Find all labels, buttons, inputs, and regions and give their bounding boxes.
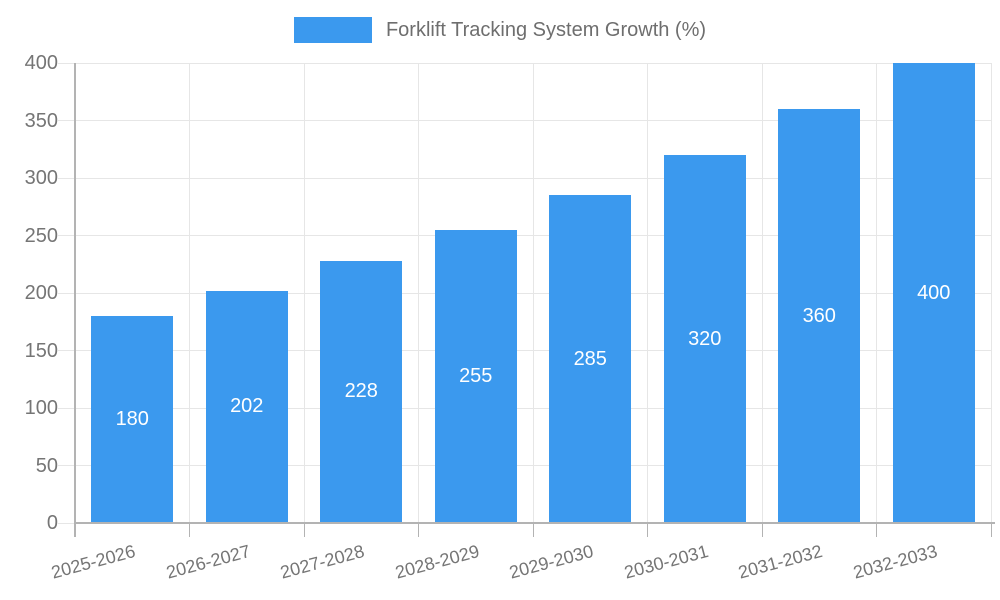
y-axis-label-350: 350 (24, 109, 58, 132)
v-gridline-5 (647, 63, 648, 523)
h-gridline-400 (58, 62, 991, 64)
x-axis-label-2032-2033: 2032-2033 (850, 540, 940, 583)
bar-value-label: 228 (344, 380, 378, 403)
bar-value-label: 285 (573, 347, 607, 370)
x-axis-line (74, 522, 995, 524)
x-axis-label-2028-2029: 2028-2029 (392, 540, 482, 583)
bar-value-label: 320 (688, 327, 722, 350)
bar-2025-2026[interactable]: 180 (91, 316, 174, 523)
v-gridline-3 (418, 63, 419, 523)
y-axis-label-250: 250 (24, 224, 58, 247)
h-gridline-150 (58, 350, 991, 351)
y-axis-label-300: 300 (24, 167, 58, 189)
v-gridline-1 (189, 63, 190, 523)
h-gridline-250 (58, 235, 991, 236)
y-axis-label-50: 50 (35, 454, 58, 477)
h-gridline-50 (58, 465, 991, 466)
x-axis-label-2027-2028: 2027-2028 (278, 540, 367, 583)
v-gridline-2 (303, 63, 305, 523)
bar-value-label: 202 (230, 395, 264, 418)
plot-area: 180 202 228 255 285 320 360 400 (58, 62, 992, 524)
y-axis-label-0: 0 (46, 512, 58, 534)
x-axis-label-2031-2032: 2031-2032 (736, 540, 825, 583)
legend-swatch (293, 17, 372, 43)
bar-2031-2032[interactable]: 360 (778, 109, 861, 523)
x-axis-tick-6 (761, 523, 763, 537)
x-axis-tick-2 (303, 523, 305, 537)
x-axis-label-2026-2027: 2026-2027 (163, 540, 253, 583)
x-axis-tick-7 (876, 523, 877, 537)
bar-value-label: 180 (115, 408, 149, 430)
x-axis-tick-1 (189, 523, 190, 537)
x-axis-label-2025-2026: 2025-2026 (49, 540, 138, 583)
bar-value-label: 360 (802, 304, 836, 327)
bar-2029-2030[interactable]: 285 (549, 195, 632, 523)
h-gridline-350 (58, 120, 991, 121)
h-gridline-200 (58, 292, 991, 294)
bar-value-label: 400 (917, 281, 951, 304)
x-axis-tick-3 (418, 523, 419, 537)
v-gridline-7 (876, 63, 877, 523)
x-axis-label-2029-2030: 2029-2030 (507, 540, 596, 583)
bar-2026-2027[interactable]: 202 (205, 290, 288, 523)
bar-2032-2033[interactable]: 400 (892, 63, 975, 523)
legend: Forklift Tracking System Growth (%) (0, 17, 1000, 43)
bar-2028-2029[interactable]: 255 (434, 229, 517, 523)
y-axis-label-100: 100 (24, 397, 58, 419)
y-axis-line (74, 63, 76, 537)
y-axis-label-150: 150 (24, 339, 58, 362)
v-gridline-8 (990, 63, 992, 523)
legend-label: Forklift Tracking System Growth (%) (385, 18, 707, 41)
x-axis-tick-5 (647, 523, 648, 537)
x-axis-tick-4 (532, 523, 534, 537)
h-gridline-300 (58, 177, 991, 179)
y-axis-label-200: 200 (24, 282, 58, 304)
bar-value-label: 255 (459, 364, 493, 387)
h-gridline-100 (58, 407, 991, 409)
bar-2030-2031[interactable]: 320 (663, 155, 746, 523)
v-gridline-4 (532, 63, 534, 523)
v-gridline-6 (761, 63, 763, 523)
x-axis-label-2030-2031: 2030-2031 (621, 540, 711, 583)
y-axis-label-400: 400 (24, 52, 58, 74)
bar-2027-2028[interactable]: 228 (320, 260, 403, 523)
x-axis-tick-8 (990, 523, 992, 537)
